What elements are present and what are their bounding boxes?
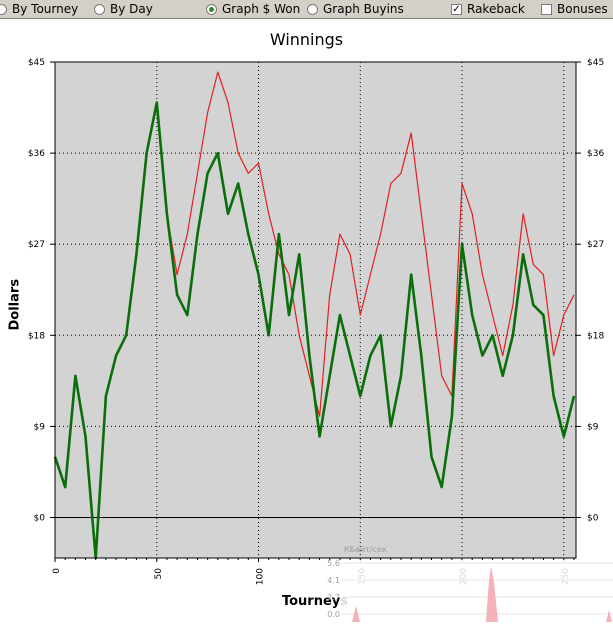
y-tick-label-right: $45 <box>587 58 604 68</box>
y-tick-label-right: $36 <box>587 149 604 159</box>
toolbar: By Tourney By Day Graph $ Won Graph Buyi… <box>0 0 613 19</box>
rakeback-checkbox[interactable]: ✓ <box>451 3 462 15</box>
plot-border <box>54 61 577 559</box>
y-tick-label: $9 <box>34 422 46 432</box>
graph-buyins-radio[interactable] <box>307 3 318 15</box>
by-tourney-option[interactable]: By Tourney <box>0 0 78 18</box>
plot-area <box>55 62 576 558</box>
bonuses-label: Bonuses <box>557 1 608 16</box>
green-series-line <box>53 101 576 560</box>
rakeback-label: Rakeback <box>467 1 525 16</box>
network-overlay: КБайт/сек 5.6 4.1 2.7 0.0 <box>327 545 613 622</box>
bonuses-checkbox[interactable] <box>541 3 552 15</box>
graph-buyins-label: Graph Buyins <box>323 1 404 16</box>
x-tick-label: 0 <box>52 568 62 574</box>
overlay-tick-label: 2.7 <box>327 593 340 602</box>
y-tick-label-right: $0 <box>587 514 599 524</box>
y-tick-label: $0 <box>34 514 46 524</box>
graph-buyins-option[interactable]: Graph Buyins <box>307 0 404 18</box>
overlay-spike <box>352 606 360 622</box>
graph-won-radio[interactable] <box>206 3 217 15</box>
y-tick-label-right: $9 <box>587 422 599 432</box>
overlay-tick-label: 5.6 <box>327 559 340 568</box>
y-tick-label: $27 <box>28 240 45 250</box>
by-tourney-radio[interactable] <box>0 3 7 15</box>
graph-won-label: Graph $ Won <box>222 1 301 16</box>
bonuses-option[interactable]: Bonuses <box>541 0 608 18</box>
overlay-tick-label: 0.0 <box>327 610 340 619</box>
overlay-spike <box>606 610 612 622</box>
y-tick-label-right: $18 <box>587 331 604 341</box>
overlay-background <box>340 560 613 622</box>
overlay-title: КБайт/сек <box>344 545 387 554</box>
overlay-tick-label: 4.1 <box>327 576 340 585</box>
y-tick-label: $36 <box>28 149 45 159</box>
y-tick-label-right: $27 <box>587 240 604 250</box>
x-tick-label: 50 <box>154 568 164 580</box>
y-tick-label: $45 <box>28 58 45 68</box>
by-tourney-label: By Tourney <box>12 1 79 16</box>
overlay-spike <box>486 566 498 622</box>
y-tick-label: $18 <box>28 331 45 341</box>
x-tick-label: 100 <box>256 568 266 585</box>
graph-won-option[interactable]: Graph $ Won <box>206 0 300 18</box>
by-day-option[interactable]: By Day <box>94 0 153 18</box>
rakeback-option[interactable]: ✓ Rakeback <box>451 0 525 18</box>
by-day-label: By Day <box>110 1 153 16</box>
chart-title: Winnings <box>269 30 344 49</box>
x-axis-label: Tourneys <box>281 594 349 609</box>
by-day-radio[interactable] <box>94 3 105 15</box>
